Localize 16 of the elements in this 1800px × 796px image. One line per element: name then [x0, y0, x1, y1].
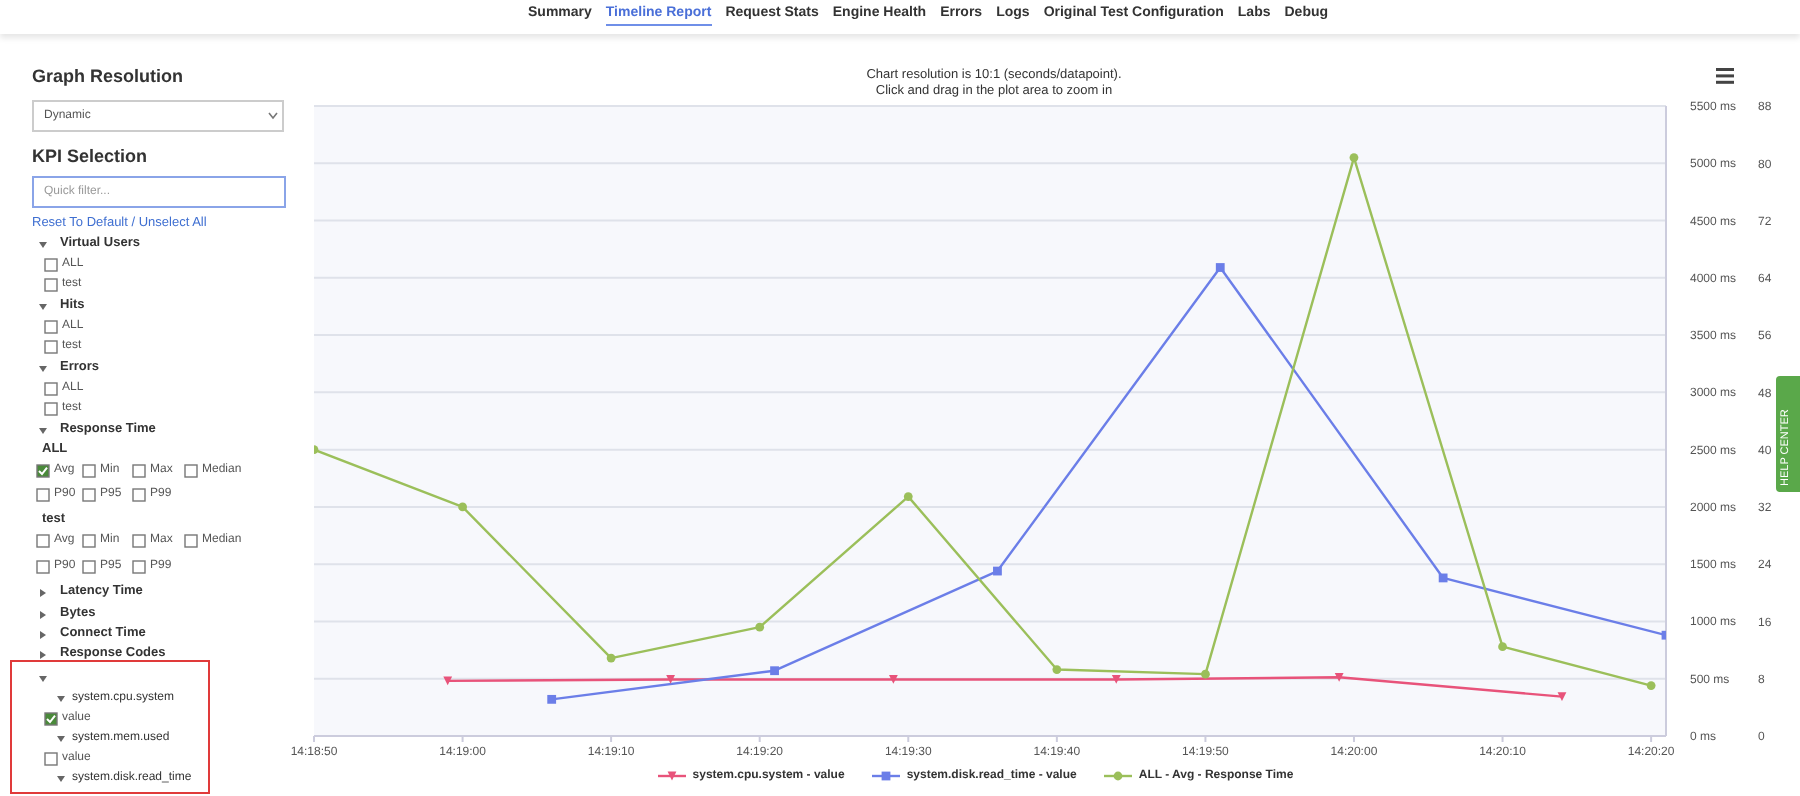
point [1349, 153, 1359, 162]
point [1215, 263, 1225, 272]
point [770, 666, 779, 676]
point [1438, 573, 1448, 583]
text: Graph Resolution [32, 64, 184, 88]
point [458, 502, 467, 512]
point [1498, 642, 1507, 652]
point [993, 566, 1002, 576]
point [1646, 681, 1656, 690]
point [1052, 665, 1062, 674]
point [606, 653, 616, 663]
point [903, 492, 913, 501]
point [1201, 669, 1210, 679]
point [547, 694, 557, 704]
text: KPI Selection [32, 144, 148, 168]
point [755, 622, 765, 632]
